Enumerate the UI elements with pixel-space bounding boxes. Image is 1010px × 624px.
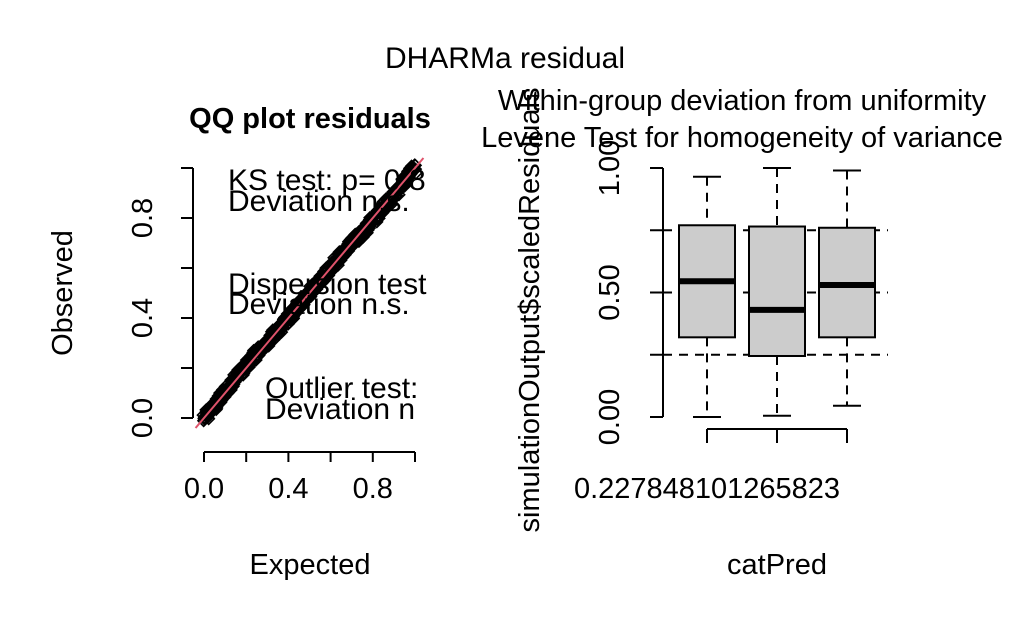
qq-points: [196, 158, 423, 428]
dispersion-test-label: Dispersion test: [228, 268, 427, 301]
boxplot-subtitle: Levene Test for homogeneity of variance: [481, 122, 1003, 154]
figure-title: DHARMa residual: [385, 42, 625, 75]
qq-y-axis-label: Observed: [47, 230, 79, 356]
ks-deviation-label: Deviation n.s.: [228, 185, 410, 218]
boxplot-y-tick-label: 1.00: [594, 140, 626, 196]
outlier-deviation-label: Deviation n: [265, 393, 415, 426]
boxplot-boxes: [678, 167, 876, 418]
boxplot-group: [818, 169, 876, 407]
qq-axes: 0.0 0.4 0.8 0.0 0.4 0.8: [127, 167, 416, 505]
qq-reference-line: [194, 157, 425, 429]
ks-test-label: KS test: p= 0.8: [228, 164, 426, 197]
boxplot-x-tick-label: 0.227848101265823: [574, 473, 840, 505]
boxplot-y-axis-label: simulationOutput$scaledResiduals: [514, 88, 546, 533]
boxplot-y-tick-label: 0.00: [594, 389, 626, 445]
qq-plot-title: QQ plot residuals: [189, 103, 431, 135]
boxplot-axes: 0.00 0.50 1.00: [594, 140, 848, 445]
qq-x-tick-label: 0.8: [353, 473, 393, 505]
outlier-test-label: Outlier test:: [265, 372, 418, 405]
qq-y-tick-label: 0.4: [127, 298, 159, 338]
qq-annotations: KS test: p= 0.8 Deviation n.s. Dispersio…: [228, 164, 427, 426]
qq-point: [407, 158, 422, 172]
qq-plot-panel: QQ plot residuals 0.0 0.4 0.8 0.0 0.4 0.8 KS …: [47, 103, 431, 581]
boxplot-panel: Within-group deviation from uniformity L…: [481, 85, 1003, 581]
boxplot-group: [678, 175, 736, 418]
qq-x-tick-label: 0.4: [268, 473, 308, 505]
qq-x-axis-label: Expected: [250, 549, 371, 581]
boxplot-box: [748, 225, 806, 357]
qq-y-tick-label: 0.0: [127, 398, 159, 438]
qq-x-tick-label: 0.0: [184, 473, 224, 505]
boxplot-y-tick-label: 0.50: [594, 264, 626, 320]
boxplot-x-axis-label: catPred: [727, 549, 827, 581]
boxplot-group: [748, 167, 806, 417]
qq-y-tick-label: 0.8: [127, 198, 159, 238]
dispersion-deviation-label: Deviation n.s.: [228, 288, 410, 321]
boxplot-title: Within-group deviation from uniformity: [498, 85, 987, 117]
